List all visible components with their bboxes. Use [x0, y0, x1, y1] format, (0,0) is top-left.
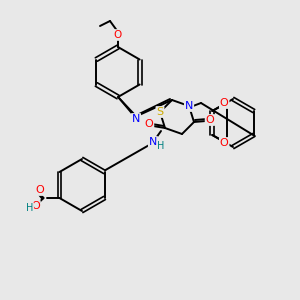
Text: O: O: [220, 98, 229, 108]
Text: O: O: [206, 115, 214, 125]
Text: O: O: [114, 30, 122, 40]
Text: O: O: [35, 185, 44, 195]
Text: H: H: [26, 203, 33, 213]
Text: O: O: [220, 138, 229, 148]
Text: N: N: [185, 101, 193, 111]
Text: O: O: [31, 201, 40, 211]
Text: H: H: [157, 141, 165, 151]
Text: N: N: [132, 114, 140, 124]
Text: N: N: [149, 137, 157, 147]
Text: S: S: [156, 107, 164, 117]
Text: O: O: [145, 119, 153, 129]
